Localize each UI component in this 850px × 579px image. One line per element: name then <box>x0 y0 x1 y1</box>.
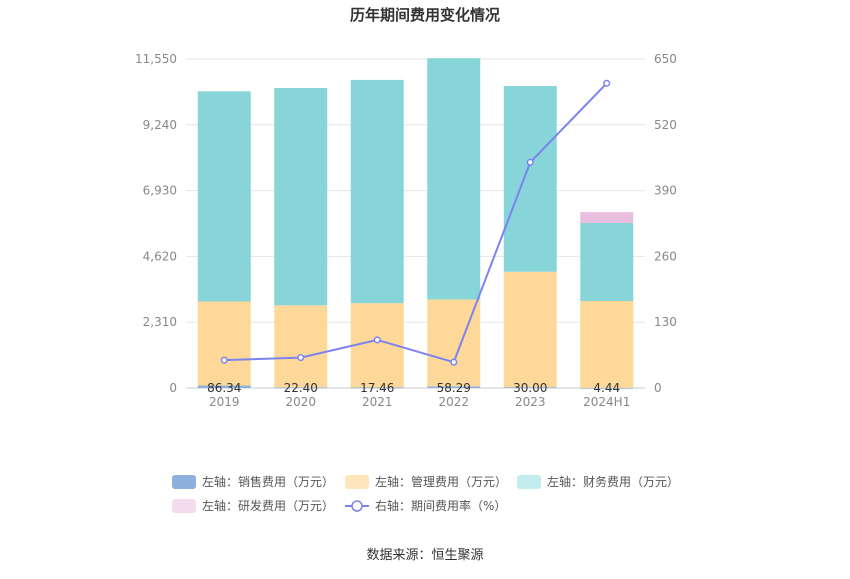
bar-series <box>197 58 634 389</box>
legend-label: 右轴：期间费用率（%） <box>375 498 506 513</box>
bar-segment <box>197 301 251 386</box>
right-tick-label: 520 <box>654 118 677 132</box>
legend-swatch <box>345 475 369 489</box>
right-tick-label: 260 <box>654 249 677 263</box>
bar-value-label: 22.40 <box>284 381 318 395</box>
bar-segment <box>274 387 328 389</box>
x-tick-label: 2024H1 <box>583 395 630 409</box>
bar-segment <box>580 212 634 223</box>
bar-segment <box>580 222 634 301</box>
bar-segment <box>197 91 251 302</box>
right-axis: 0 130 260 390 520 650 <box>654 52 677 395</box>
bar-value-label: 86.34 <box>207 381 241 395</box>
legend-label: 左轴：财务费用（万元） <box>547 474 679 489</box>
x-tick-label: 2020 <box>285 395 316 409</box>
bar-segment <box>503 271 557 388</box>
bar-value-label: 4.44 <box>593 381 620 395</box>
bar-segment <box>427 386 481 388</box>
bar-segment <box>580 387 634 389</box>
source-note: 数据来源：恒生聚源 <box>366 548 483 563</box>
chart-title: 历年期间费用变化情况 <box>350 6 500 24</box>
left-axis: 0 2,310 4,620 6,930 9,240 11,550 <box>135 52 177 395</box>
left-tick-label: 9,240 <box>143 118 177 132</box>
bar-segment <box>350 79 404 304</box>
rate-point <box>220 356 228 364</box>
rate-point <box>297 354 305 362</box>
x-tick-label: 2021 <box>362 395 393 409</box>
bar-segment <box>350 387 404 389</box>
bar-segment <box>580 300 634 388</box>
bar-value-label: 17.46 <box>360 381 394 395</box>
bar-value-label: 30.00 <box>513 381 547 395</box>
x-axis: 2019 2020 2021 2022 2023 2024H1 <box>209 395 630 409</box>
x-tick-label: 2019 <box>209 395 240 409</box>
legend-swatch <box>172 499 196 513</box>
right-tick-label: 390 <box>654 184 677 198</box>
bar-segment <box>503 387 557 388</box>
rate-point <box>373 336 381 344</box>
bar-data-labels: 86.34 22.40 17.46 58.29 30.00 4.44 <box>207 381 620 395</box>
bar-segment <box>274 305 328 388</box>
legend-label: 左轴：销售费用（万元） <box>202 474 334 489</box>
rate-point <box>526 158 534 166</box>
right-tick-label: 130 <box>654 315 677 329</box>
left-tick-label: 2,310 <box>143 315 177 329</box>
grid-lines <box>186 58 645 389</box>
bar-segment <box>427 58 481 300</box>
rate-line <box>224 82 608 364</box>
legend-label: 左轴：研发费用（万元） <box>202 498 334 513</box>
legend-label: 左轴：管理费用（万元） <box>375 474 507 489</box>
left-tick-label: 0 <box>169 381 177 395</box>
legend-swatch <box>172 475 196 489</box>
rate-point <box>450 358 458 366</box>
left-tick-label: 11,550 <box>135 52 177 66</box>
line-series <box>220 79 611 366</box>
bar-segment <box>197 385 251 388</box>
left-tick-label: 4,620 <box>143 249 177 263</box>
legend: 左轴：销售费用（万元） 左轴：管理费用（万元） 左轴：财务费用（万元） 左轴：研发费用… <box>172 474 679 513</box>
legend-swatch <box>517 475 541 489</box>
rate-point <box>603 79 611 87</box>
bar-value-label: 58.29 <box>437 381 471 395</box>
x-tick-label: 2023 <box>515 395 546 409</box>
legend-line-marker <box>351 500 363 512</box>
x-tick-label: 2022 <box>438 395 469 409</box>
bar-segment <box>503 86 557 272</box>
left-tick-label: 6,930 <box>143 184 177 198</box>
right-tick-label: 0 <box>654 381 662 395</box>
bar-segment <box>274 87 328 306</box>
right-tick-label: 650 <box>654 52 677 66</box>
